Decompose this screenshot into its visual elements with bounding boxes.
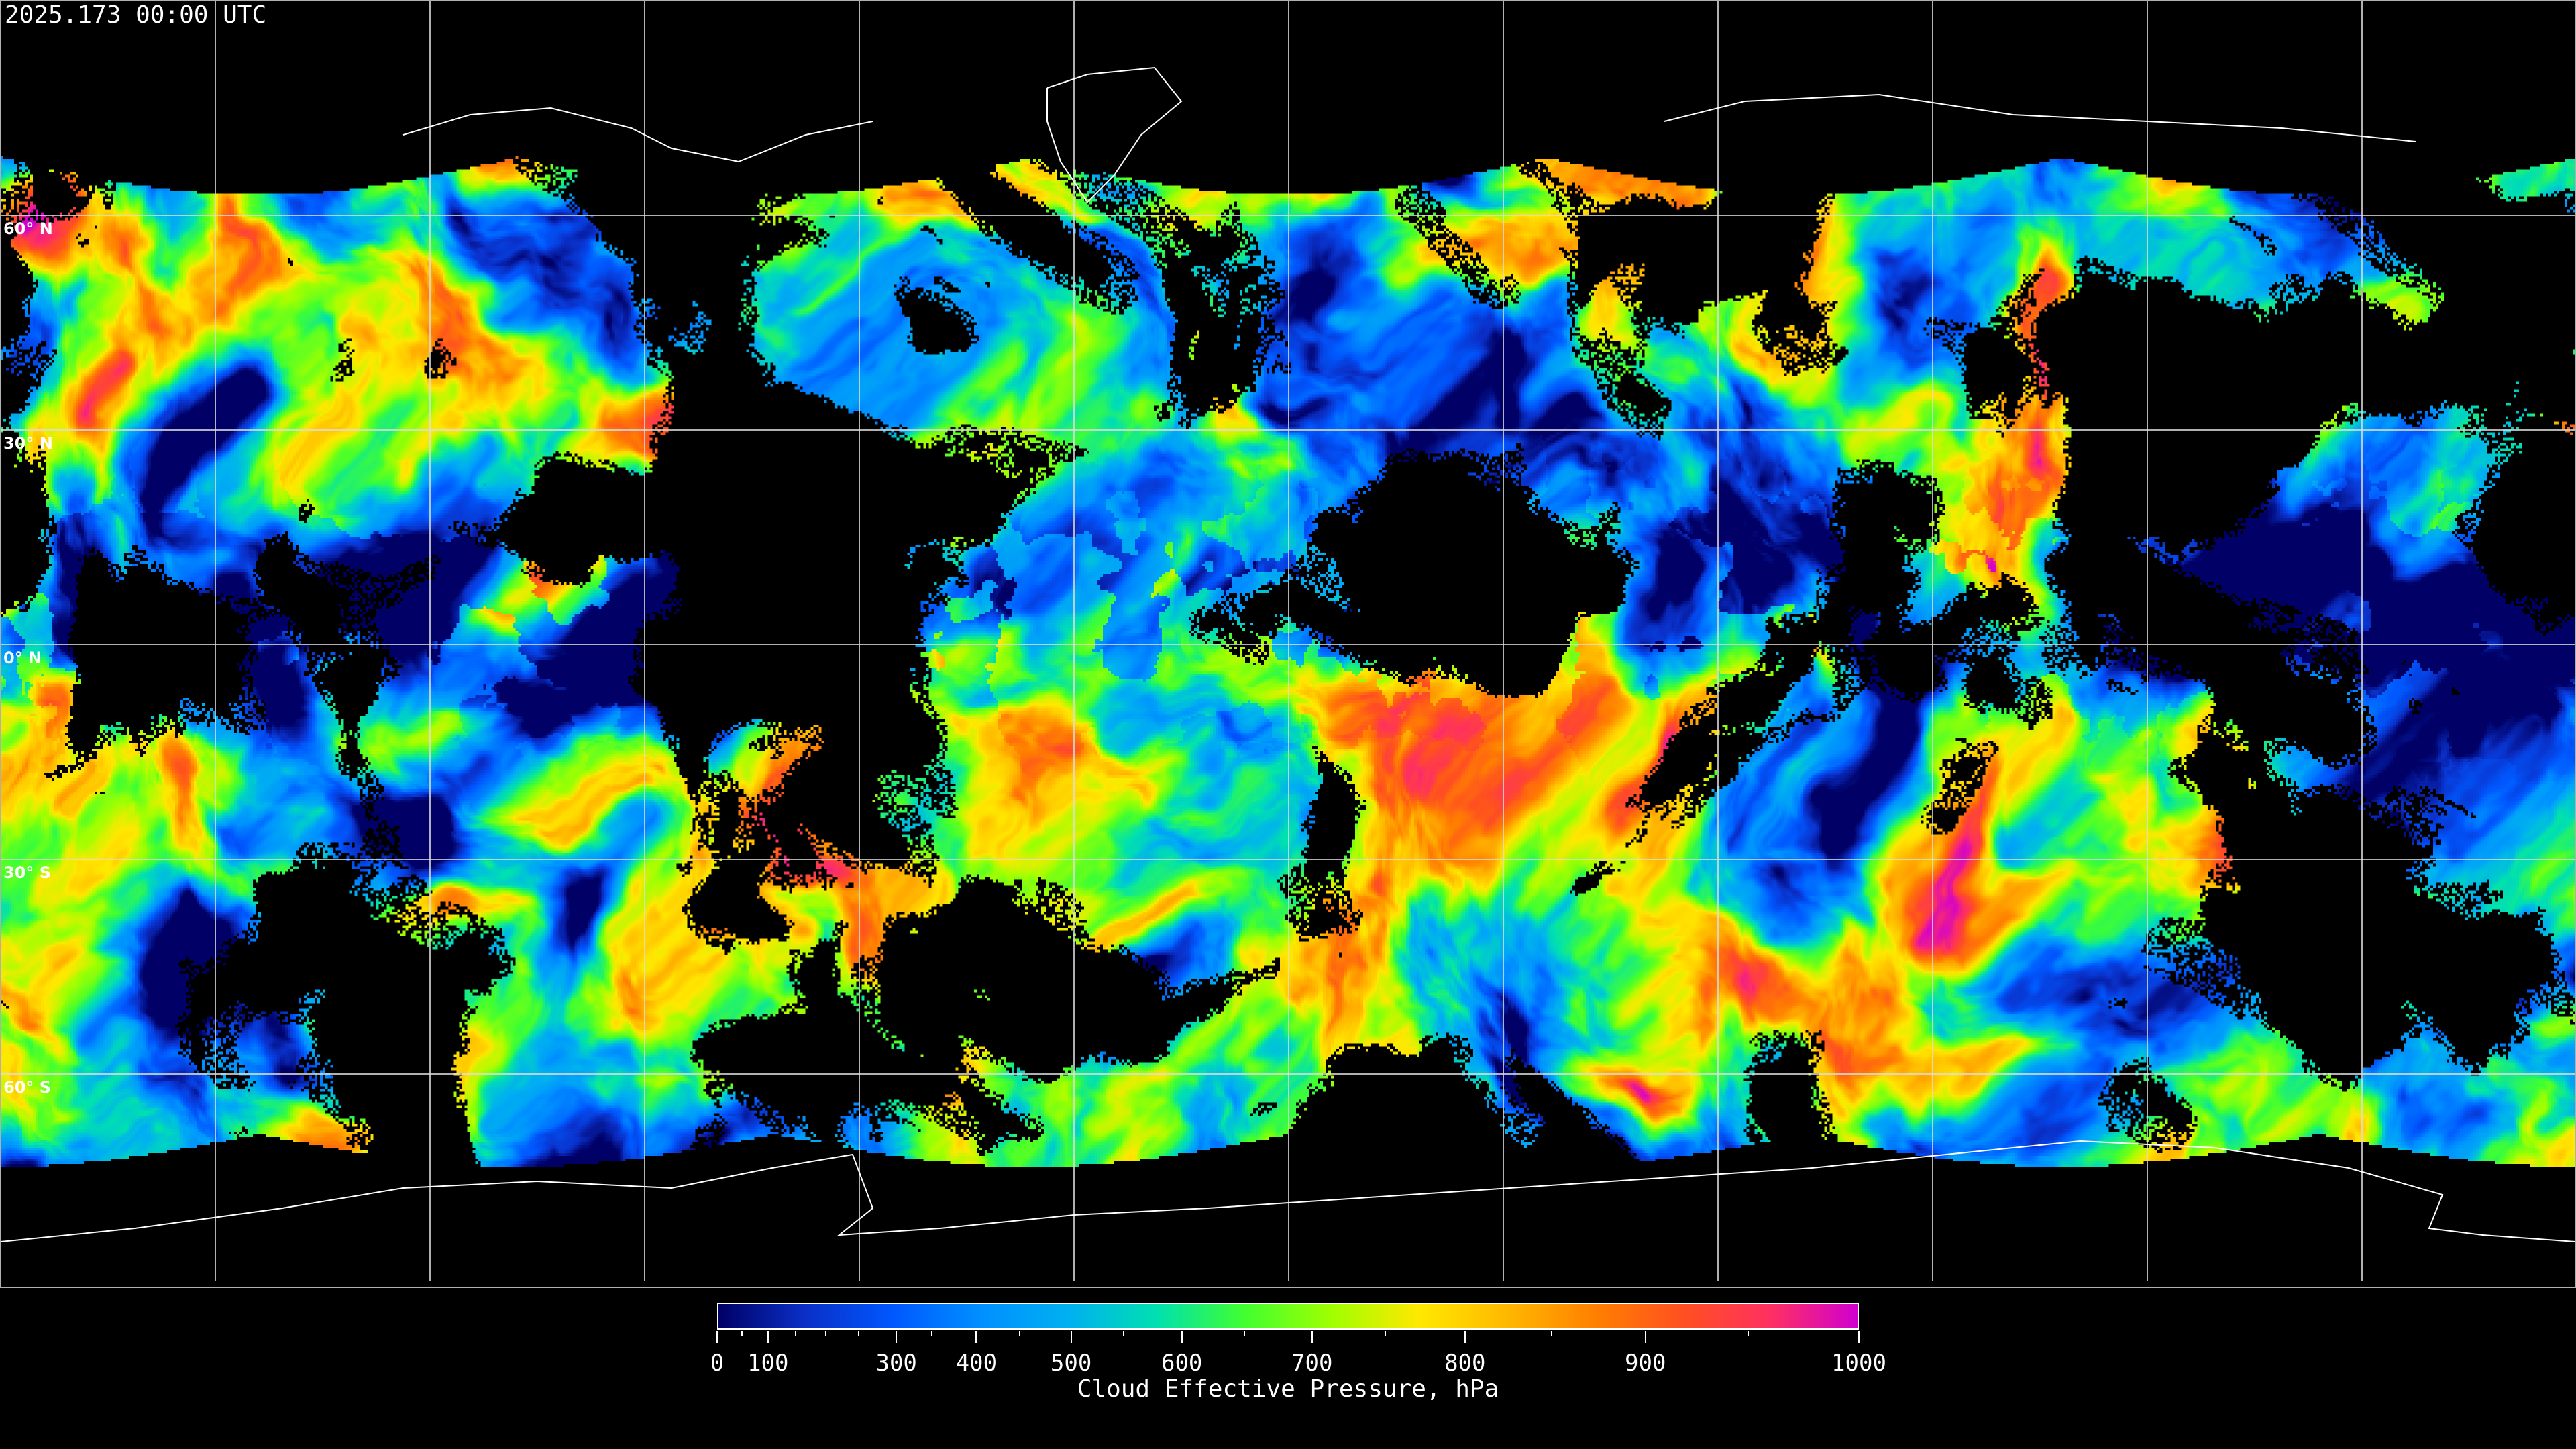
greenland-coastline: [1046, 66, 1183, 203]
lat-label-equator: 0° N: [3, 649, 42, 667]
colorbar: [717, 1303, 1859, 1330]
arctic-coastline: [402, 107, 873, 163]
tick-label: 100: [747, 1350, 789, 1377]
colorbar-minor-tick: [1244, 1331, 1246, 1336]
colorbar-title: Cloud Effective Pressure, hPa: [1077, 1375, 1499, 1403]
colorbar-major-tick: [896, 1331, 898, 1343]
tick-label: 300: [875, 1350, 917, 1377]
colorbar-major-tick: [1644, 1331, 1646, 1343]
timestamp: 2025.173 00:00 UTC: [5, 1, 267, 29]
colorbar-major-tick: [716, 1331, 718, 1343]
antarctica-coastline: [1, 1140, 2575, 1242]
tick-label: 1000: [1831, 1350, 1886, 1377]
tick-label: 500: [1050, 1350, 1092, 1377]
colorbar-major-tick: [1858, 1331, 1860, 1343]
colorbar-major-tick: [767, 1331, 769, 1343]
tick-label: 900: [1625, 1350, 1666, 1377]
lat-label-60n: 60° N: [3, 219, 53, 238]
colorbar-major-tick: [975, 1331, 977, 1343]
siberia-coastline: [1664, 93, 2416, 142]
lat-label-30s: 30° S: [3, 863, 52, 882]
colorbar-ticks: [716, 1331, 1860, 1358]
colorbar-minor-tick: [1747, 1331, 1749, 1336]
colorbar-major-tick: [1311, 1331, 1313, 1343]
colorbar-major-tick: [1181, 1331, 1183, 1343]
colorbar-minor-tick: [824, 1331, 826, 1336]
lat-label-60s: 60° S: [3, 1078, 52, 1097]
colorbar-minor-tick: [1122, 1331, 1124, 1336]
colorbar-minor-tick: [858, 1331, 860, 1336]
colorbar-minor-tick: [741, 1331, 743, 1336]
tick-label: 700: [1291, 1350, 1333, 1377]
colorbar-minor-tick: [1019, 1331, 1021, 1336]
tick-label: 400: [955, 1350, 998, 1377]
colorbar-minor-tick: [1384, 1331, 1386, 1336]
colorbar-minor-tick: [1551, 1331, 1553, 1336]
tick-label: 0: [710, 1350, 724, 1377]
colorbar-minor-tick: [795, 1331, 797, 1336]
colorbar-major-tick: [1464, 1331, 1466, 1343]
tick-label: 800: [1444, 1350, 1486, 1377]
colorbar-major-tick: [1070, 1331, 1072, 1343]
cloud-pressure-map: 60° N 30° N 0° N 30° S 60° S 2025.173 00…: [0, 0, 2576, 1288]
colorbar-minor-tick: [930, 1331, 932, 1336]
lat-label-30n: 30° N: [3, 434, 53, 453]
tick-label: 600: [1161, 1350, 1203, 1377]
map-overlay: [1, 1, 2575, 1281]
